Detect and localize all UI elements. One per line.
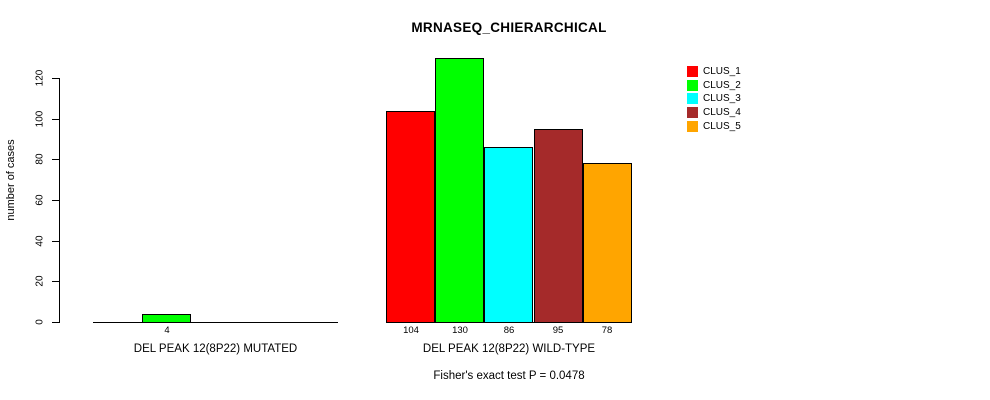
legend-swatch [687, 65, 698, 77]
legend-item: CLUS_2 [687, 79, 741, 91]
legend-label: CLUS_5 [703, 120, 741, 132]
y-tick-mark [52, 241, 59, 242]
bar-clus_1-group2 [386, 111, 435, 323]
y-tick-label: 40 [34, 235, 46, 247]
category-label: DEL PEAK 12(8P22) MUTATED [133, 343, 298, 355]
bar-clus_2-group1 [142, 314, 191, 323]
group-baseline [93, 322, 338, 323]
legend-label: CLUS_3 [703, 92, 741, 104]
legend-label: CLUS_2 [703, 79, 741, 91]
bar-value-label: 130 [452, 325, 468, 336]
bar-clus_5-group2 [583, 163, 632, 323]
chart-title: MRNASEQ_CHIERARCHICAL [411, 20, 607, 35]
y-tick-label: 0 [34, 319, 46, 325]
legend-label: CLUS_1 [703, 65, 741, 77]
legend-item: CLUS_4 [687, 106, 741, 118]
y-tick-mark [52, 322, 59, 323]
legend-item: CLUS_3 [687, 92, 741, 104]
y-tick-label: 120 [34, 69, 46, 87]
y-tick-label: 80 [34, 153, 46, 165]
y-tick-label: 20 [34, 275, 46, 287]
bar-value-label: 4 [164, 325, 170, 336]
y-axis-title: number of cases [5, 139, 17, 221]
y-axis-line [59, 78, 60, 323]
bar-clus_2-group2 [435, 58, 484, 323]
legend-label: CLUS_4 [703, 106, 741, 118]
bar-value-label: 104 [403, 325, 419, 336]
bar-value-label: 95 [552, 325, 564, 336]
category-label: DEL PEAK 12(8P22) WILD-TYPE [422, 343, 596, 355]
bar-value-label: 78 [601, 325, 613, 336]
bar-clus_4-group2 [534, 129, 583, 323]
legend-item: CLUS_1 [687, 65, 741, 77]
annotation-text: Fisher's exact test P = 0.0478 [433, 370, 585, 382]
legend-swatch [687, 120, 698, 132]
y-tick-mark [52, 78, 59, 79]
legend-item: CLUS_5 [687, 120, 741, 132]
legend-swatch [687, 79, 698, 91]
bar-value-label: 86 [503, 325, 515, 336]
y-tick-label: 100 [34, 110, 46, 128]
bar-clus_3-group2 [484, 147, 533, 323]
y-tick-mark [52, 119, 59, 120]
y-tick-label: 60 [34, 194, 46, 206]
legend-swatch [687, 106, 698, 118]
legend-swatch [687, 92, 698, 104]
y-tick-mark [52, 281, 59, 282]
y-tick-mark [52, 200, 59, 201]
y-tick-mark [52, 159, 59, 160]
